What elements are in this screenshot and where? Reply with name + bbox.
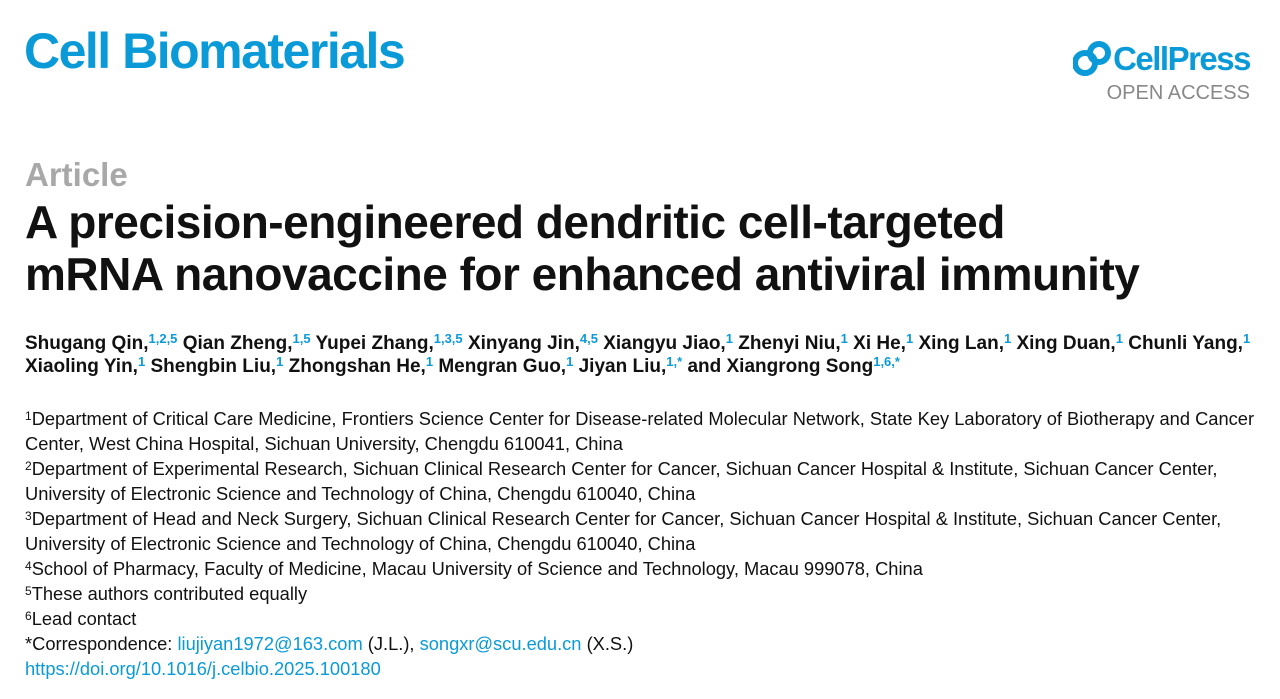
affiliation-text: Department of Head and Neck Surgery, Sic… (25, 508, 1222, 554)
author-affiliation-marker: 4,5 (579, 331, 598, 346)
author-name: Zhenyi Niu, (738, 333, 841, 354)
author: Qian Zheng,1,5 (182, 331, 311, 354)
author-name: Chunli Yang, (1128, 333, 1243, 354)
author-affiliation-marker: 1 (840, 331, 848, 346)
affiliation-text: School of Pharmacy, Faculty of Medicine,… (31, 558, 923, 579)
journal-name: Cell Biomaterials (24, 23, 406, 79)
author: Xiaoling Yin,1 (25, 354, 146, 377)
affiliation: 6Lead contact (25, 606, 1260, 631)
author-name: Qian Zheng, (182, 333, 293, 354)
author-affiliation-marker: 1 (1242, 331, 1251, 346)
author: Xiangyu Jiao,1 (603, 331, 733, 354)
author-affiliation-marker: 1,6,* (873, 354, 900, 369)
author: Jiyan Liu,1,* (578, 354, 683, 377)
author-name: Xiaoling Yin, (25, 356, 138, 377)
author: Zhenyi Niu,1 (738, 331, 848, 354)
email-link[interactable]: songxr@scu.edu.cn (419, 633, 582, 654)
affiliation: 2Department of Experimental Research, Si… (25, 456, 1260, 506)
author-affiliation-marker: 1 (1115, 331, 1123, 346)
publisher-icon (1073, 41, 1112, 76)
author: Xing Lan,1 (918, 331, 1012, 354)
affiliation: 3Department of Head and Neck Surgery, Si… (25, 506, 1260, 556)
author-affiliation-marker: 1 (425, 354, 434, 369)
author-name: and Xiangrong Song (687, 356, 874, 377)
author-affiliation-marker: 1 (566, 354, 574, 369)
contact-initials: (J.L.), (367, 633, 415, 654)
author-affiliation-marker: 1,5 (292, 331, 311, 346)
affiliation: 4School of Pharmacy, Faculty of Medicine… (25, 556, 1260, 581)
author-name: Xiangyu Jiao, (603, 333, 726, 354)
author-affiliation-marker: 1,3,5 (433, 331, 463, 346)
author-name: Zhongshan He, (288, 356, 426, 377)
author-name: Xing Duan, (1016, 333, 1116, 354)
author: and Xiangrong Song1,6,* (687, 354, 900, 377)
author: Chunli Yang,1 (1128, 331, 1251, 354)
author-name: Xi He, (853, 333, 906, 354)
author-affiliation-marker: 1 (137, 354, 146, 369)
author-affiliation-marker: 1 (1003, 331, 1012, 346)
author-name: Yupei Zhang, (315, 333, 434, 354)
author-name: Jiyan Liu, (578, 356, 667, 377)
author-name: Mengran Guo, (438, 356, 567, 377)
author: Xi He,1 (853, 331, 914, 354)
open-access: OPEN ACCESS (1106, 82, 1250, 104)
affiliation-text: These authors contributed equally (31, 583, 308, 604)
author-affiliation-marker: 1,* (666, 354, 683, 369)
affiliation-text: Lead contact (31, 608, 137, 629)
author-affiliation-marker: 1 (905, 331, 914, 346)
affiliation-marker: 4 (25, 559, 32, 573)
affiliation-text: Department of Experimental Research, Sic… (25, 458, 1218, 504)
author: Zhongshan He,1 (288, 354, 434, 377)
affiliation-marker: 1 (25, 409, 32, 423)
publisher-name: CellPress (1113, 40, 1251, 77)
correspondence: *Correspondence: liujiyan1972@163.com (J… (25, 631, 1260, 656)
affiliation-list: 1Department of Critical Care Medicine, F… (25, 406, 1260, 681)
author-list: Shugang Qin,1,2,5 Qian Zheng,1,5 Yupei Z… (25, 332, 1260, 378)
correspondence-label: *Correspondence: (25, 633, 173, 654)
article-type: Article (25, 156, 128, 193)
doi: https://doi.org/10.1016/j.celbio.2025.10… (25, 656, 1260, 681)
author-affiliation-marker: 1 (276, 354, 284, 369)
author: Yupei Zhang,1,3,5 (315, 331, 463, 354)
author-affiliation-marker: 1 (725, 331, 733, 346)
author: Xinyang Jin,4,5 (467, 331, 598, 354)
author-name: Xinyang Jin, (467, 333, 580, 354)
affiliation: 1Department of Critical Care Medicine, F… (25, 406, 1260, 456)
affiliation-marker: 3 (25, 509, 32, 523)
affiliation-marker: 2 (25, 459, 32, 473)
contact-initials: (X.S.) (586, 633, 634, 654)
affiliation-marker: 6 (25, 609, 32, 623)
affiliation-marker: 5 (25, 584, 32, 598)
affiliation: 5These authors contributed equally (25, 581, 1260, 606)
article-title: A precision-engineered dendritic cell-ta… (25, 196, 1140, 300)
author: Shugang Qin,1,2,5 (25, 331, 178, 354)
doi-link[interactable]: https://doi.org/10.1016/j.celbio.2025.10… (25, 658, 381, 679)
author: Shengbin Liu,1 (150, 354, 284, 377)
affiliation-text: Department of Critical Care Medicine, Fr… (25, 408, 1255, 454)
author: Mengran Guo,1 (438, 354, 574, 377)
author: Xing Duan,1 (1016, 331, 1123, 354)
author-name: Shugang Qin, (25, 333, 149, 354)
publisher-logo: CellPress (1073, 40, 1251, 78)
author-affiliation-marker: 1,2,5 (148, 331, 178, 346)
email-link[interactable]: liujiyan1972@163.com (177, 633, 363, 654)
author-name: Xing Lan, (918, 333, 1004, 354)
author-name: Shengbin Liu, (150, 356, 277, 377)
